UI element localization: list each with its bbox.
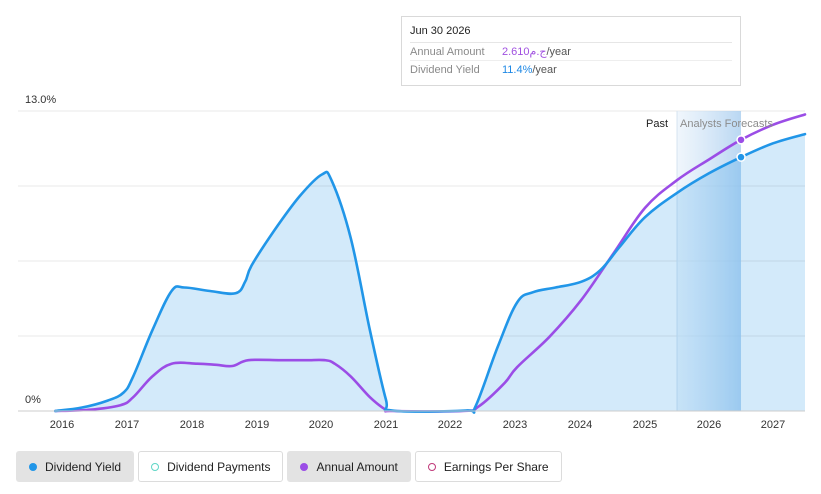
- legend-label: Dividend Yield: [45, 459, 122, 474]
- tooltip-value: 11.4%: [502, 63, 533, 76]
- x-tick-label: 2017: [115, 419, 139, 431]
- chart-canvas: Past Analysts Forecasts 13.0% 0% 2016 2017 201…: [18, 94, 807, 431]
- highlight-point-dividend-yield: [736, 152, 746, 162]
- dividend-yield-area: [55, 134, 806, 413]
- tooltip-row-annual-amount: Annual Amount 2.610ج.م /year: [410, 43, 732, 61]
- chart-legend: Dividend Yield Dividend Payments Annual …: [16, 451, 562, 482]
- legend-dividend-payments[interactable]: Dividend Payments: [138, 451, 284, 482]
- x-tick-label: 2021: [374, 419, 398, 431]
- legend-annual-amount[interactable]: Annual Amount: [287, 451, 411, 482]
- legend-label: Dividend Payments: [167, 459, 271, 474]
- x-tick-label: 2026: [697, 419, 721, 431]
- legend-dot-icon: [29, 462, 37, 471]
- tooltip-value: 2.610ج.م: [502, 46, 547, 58]
- tooltip-date: Jun 30 2026: [410, 25, 732, 43]
- x-tick-label: 2016: [50, 419, 74, 431]
- legend-ring-icon: [427, 462, 436, 471]
- x-tick-label: 2025: [633, 419, 657, 431]
- tooltip-label: Dividend Yield: [410, 63, 480, 76]
- forecast-label: Analysts Forecasts: [680, 118, 773, 130]
- x-tick-label: 2022: [438, 419, 462, 431]
- x-tick-label: 2020: [309, 419, 333, 431]
- tooltip-unit: /year: [546, 45, 571, 58]
- legend-earnings-per-share[interactable]: Earnings Per Share: [414, 451, 562, 482]
- legend-dividend-yield[interactable]: Dividend Yield: [16, 451, 135, 482]
- x-tick-label: 2024: [568, 419, 592, 431]
- past-label: Past: [646, 118, 668, 130]
- y-tick-label: 0%: [25, 394, 41, 406]
- dividend-yield-line: [53, 132, 807, 414]
- tooltip-label: Annual Amount: [410, 45, 485, 58]
- legend-label: Earnings Per Share: [443, 459, 549, 474]
- x-tick-label: 2019: [245, 419, 269, 431]
- legend-ring-icon: [151, 462, 160, 471]
- legend-dot-icon: [300, 462, 309, 471]
- tooltip-unit: /year: [532, 63, 557, 76]
- x-tick-label: 2023: [503, 419, 527, 431]
- tooltip-row-dividend-yield: Dividend Yield 11.4% /year: [410, 61, 732, 78]
- y-tick-label: 13.0%: [25, 94, 56, 106]
- x-tick-label: 2027: [761, 419, 785, 431]
- legend-label: Annual Amount: [316, 459, 398, 474]
- annual-amount-line: [53, 113, 807, 413]
- chart-tooltip: Jun 30 2026 Annual Amount 2.610ج.م /year…: [401, 16, 741, 86]
- x-tick-label: 2018: [180, 419, 204, 431]
- highlight-point-annual-amount: [736, 135, 746, 145]
